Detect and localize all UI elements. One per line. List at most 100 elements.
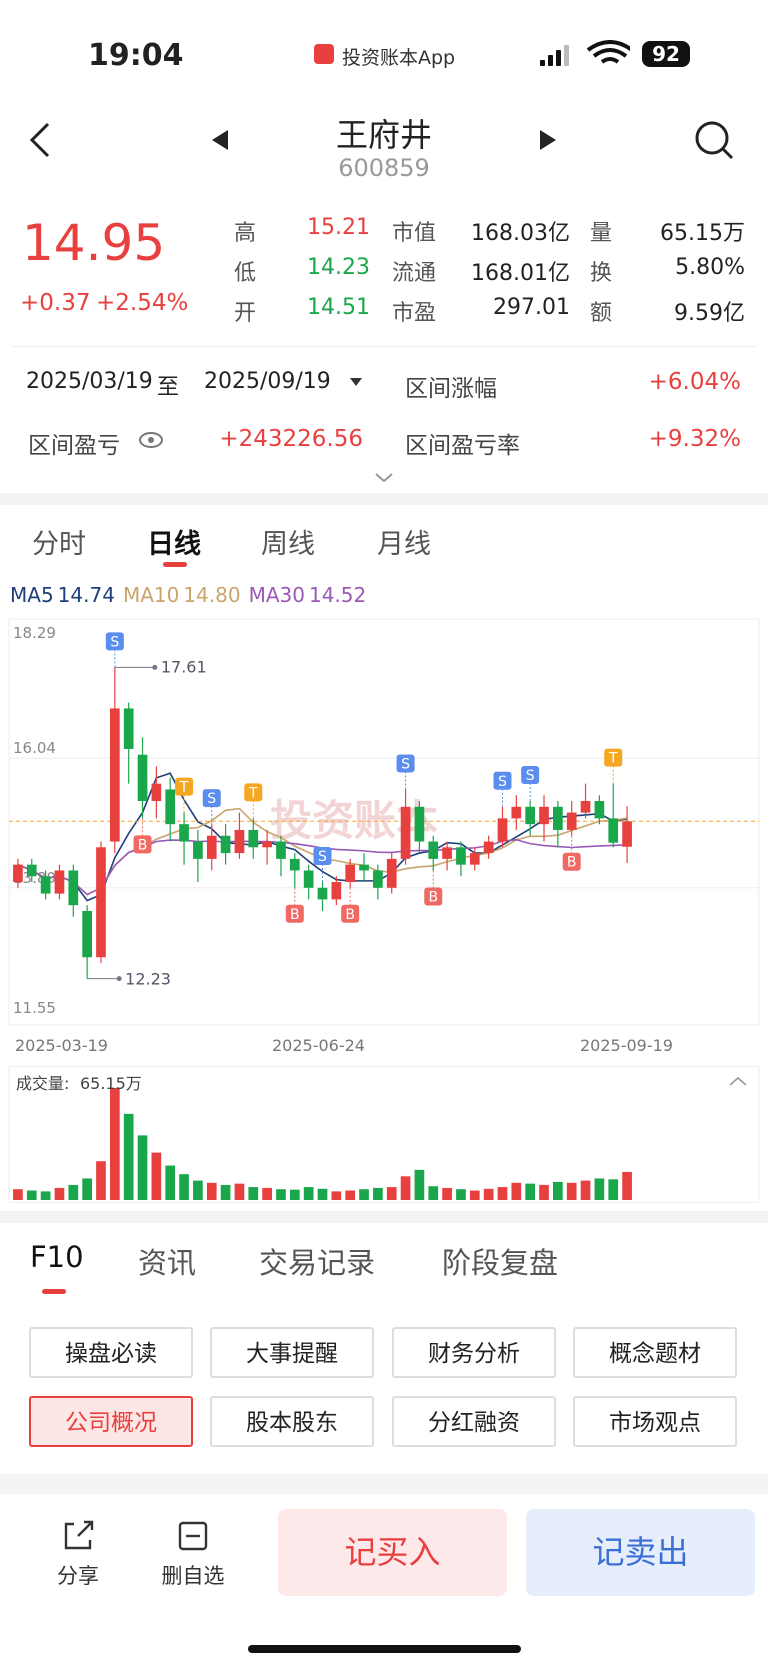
volume-bar [400,1176,411,1200]
volume-bar [580,1180,591,1200]
trade-marker-label: S [207,791,216,807]
candle-body [594,801,605,819]
candle-body [137,754,148,802]
stock-name: 王府井 [335,116,432,154]
stat-value: 297.01 [493,295,570,320]
info-tab[interactable]: F10 [30,1240,84,1274]
stat-label: 换 [590,261,613,286]
stat-label: 高 [234,221,257,246]
trade-marker-label: T [179,780,189,796]
header-icons [29,121,734,160]
section-button[interactable]: 操盘必读 [29,1327,193,1378]
candle-body [525,806,536,825]
pnl-label: 区间盈亏 [28,433,120,459]
volume-bar [262,1187,272,1200]
trade-marker [493,771,512,790]
candle-body [553,806,563,830]
trade-marker [396,754,415,773]
chart-tab[interactable]: 日线 [147,529,201,560]
stat-value: 65.15万 [660,221,745,246]
next-stock [540,130,556,150]
candle-body [248,829,259,848]
candle-body [109,708,120,842]
volume-bar [82,1178,92,1200]
stat-label: 市盈 [392,301,437,326]
volume-bar [68,1184,79,1200]
volume-bar [386,1187,397,1200]
volume-label: 成交量: [16,1074,70,1093]
wifi-icon [586,40,630,64]
candle-body [68,870,79,906]
share-icon [64,1520,94,1550]
volume-value: 65.15万 [80,1074,142,1093]
volume-bar [54,1187,65,1200]
ma-name: MA5 [10,583,54,607]
candle-body [345,864,356,883]
candle-body [123,708,134,749]
candle-body [151,783,162,802]
share-button[interactable]: 分享 [57,1564,99,1588]
sell-button[interactable]: 记卖出 [526,1509,755,1596]
volume-bar [234,1183,245,1200]
section-button[interactable]: 公司概况 [29,1396,193,1447]
prev-stock [212,130,228,150]
y-tick-label: 11.55 [13,999,56,1017]
watermark: 投资账本 [270,796,438,845]
candle-body [96,847,106,958]
candle-body [511,806,522,819]
trade-marker [244,783,263,802]
trade-marker [133,835,152,854]
volume-bar [525,1183,536,1200]
volume-bar [26,1190,37,1200]
info-tab[interactable]: 阶段复盘 [442,1246,559,1280]
stat-label: 量 [590,221,613,246]
remove-button[interactable]: 删自选 [161,1564,225,1588]
buy-button[interactable]: 记买入 [278,1509,507,1596]
chart-tab[interactable]: 周线 [261,529,315,560]
section-button[interactable]: 分红融资 [392,1396,556,1447]
volume-bar [456,1189,466,1200]
chart-tab[interactable]: 分时 [32,529,86,560]
chart-tab[interactable]: 月线 [377,529,431,560]
trade-marker [521,766,540,785]
volume-bar [193,1180,203,1200]
section-button[interactable]: 概念题材 [573,1327,737,1378]
candle-body [373,870,383,888]
x-date-label: 2025-03-19 [15,1036,108,1055]
section-button[interactable]: 股本股东 [210,1396,374,1447]
battery: 92 [642,41,690,67]
volume-bar [151,1152,162,1200]
signal-bar [564,45,569,66]
trade-marker [424,887,443,906]
section-button[interactable]: 大事提醒 [210,1327,374,1378]
ma-value: 14.52 [308,583,367,607]
volume-bar [289,1189,300,1200]
volume-bar [248,1187,259,1200]
stat-value: 14.51 [307,295,370,320]
chevron [375,473,393,483]
candle-body [262,841,272,848]
trade-marker-label: S [401,756,410,772]
candle-body [414,806,425,842]
section-button[interactable]: 市场观点 [573,1396,737,1447]
home-indicator [248,1645,521,1653]
price: 14.95 [22,214,166,272]
period-end: 2025/09/19 [204,369,331,394]
info-tab[interactable]: 资讯 [138,1246,197,1280]
section-button[interactable]: 财务分析 [392,1327,556,1378]
pnl-value: +243226.56 [219,426,363,452]
volume-bar [442,1187,452,1200]
signal-bar [556,50,561,66]
candle-body [13,864,23,883]
info-tab[interactable]: 交易记录 [259,1246,376,1280]
trade-marker [202,789,221,808]
y-tick-label: 18.29 [13,624,56,642]
ma-name: MA10 [122,583,180,607]
volume-bar [179,1174,189,1200]
candle-body [622,821,632,847]
tab-underline [163,562,187,567]
divider [12,346,756,347]
caret [350,378,362,386]
trade-marker-label: T [608,751,618,767]
